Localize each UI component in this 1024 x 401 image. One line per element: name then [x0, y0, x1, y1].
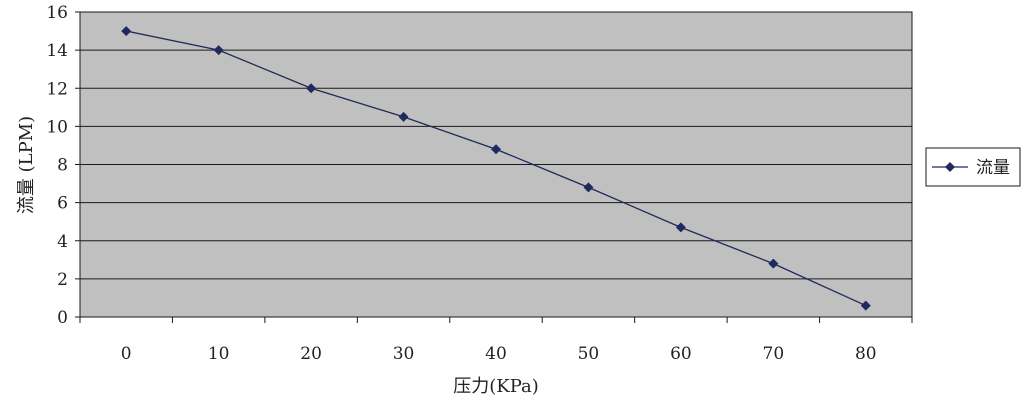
- data-point-7: [768, 258, 779, 269]
- series-markers: [121, 26, 871, 311]
- data-point-0: [121, 26, 132, 37]
- y-tick-label-1: 2: [57, 270, 68, 290]
- x-axis-ticks: [79, 317, 913, 323]
- x-axis-title: 压力(KPa): [453, 376, 539, 397]
- x-tick-label-8: 80: [855, 344, 877, 364]
- y-tick-label-8: 16: [46, 3, 68, 23]
- legend-marker: [945, 162, 955, 172]
- legend: 流量: [925, 147, 1021, 187]
- data-point-1: [213, 45, 224, 56]
- y-tick-label-2: 4: [57, 232, 68, 252]
- y-axis-tick-labels: 0 2 4 6 8 10 12 14 16: [46, 3, 68, 328]
- x-tick-label-1: 10: [208, 344, 230, 364]
- legend-label: 流量: [976, 158, 1010, 178]
- data-point-5: [583, 182, 594, 193]
- x-tick-label-5: 50: [578, 344, 600, 364]
- y-tick-label-5: 10: [46, 117, 68, 137]
- x-tick-label-2: 20: [300, 344, 322, 364]
- x-axis-tick-labels: 0 10 20 30 40 50 60 70 80: [121, 344, 877, 364]
- x-tick-label-3: 30: [393, 344, 415, 364]
- data-point-2: [306, 83, 317, 94]
- x-tick-label-7: 70: [763, 344, 785, 364]
- x-tick-label-4: 40: [485, 344, 507, 364]
- data-point-4: [491, 144, 501, 155]
- y-tick-label-6: 12: [46, 79, 68, 99]
- x-tick-label-6: 60: [670, 344, 692, 364]
- y-tick-label-0: 0: [57, 308, 68, 328]
- data-point-8: [860, 300, 871, 311]
- y-tick-label-3: 6: [57, 194, 68, 214]
- data-point-6: [675, 222, 686, 233]
- y-tick-label-4: 8: [57, 156, 68, 176]
- data-point-3: [398, 111, 409, 122]
- y-axis-title: 流量 (LPM): [16, 116, 37, 214]
- y-tick-label-7: 14: [46, 41, 68, 61]
- x-tick-label-0: 0: [121, 344, 132, 364]
